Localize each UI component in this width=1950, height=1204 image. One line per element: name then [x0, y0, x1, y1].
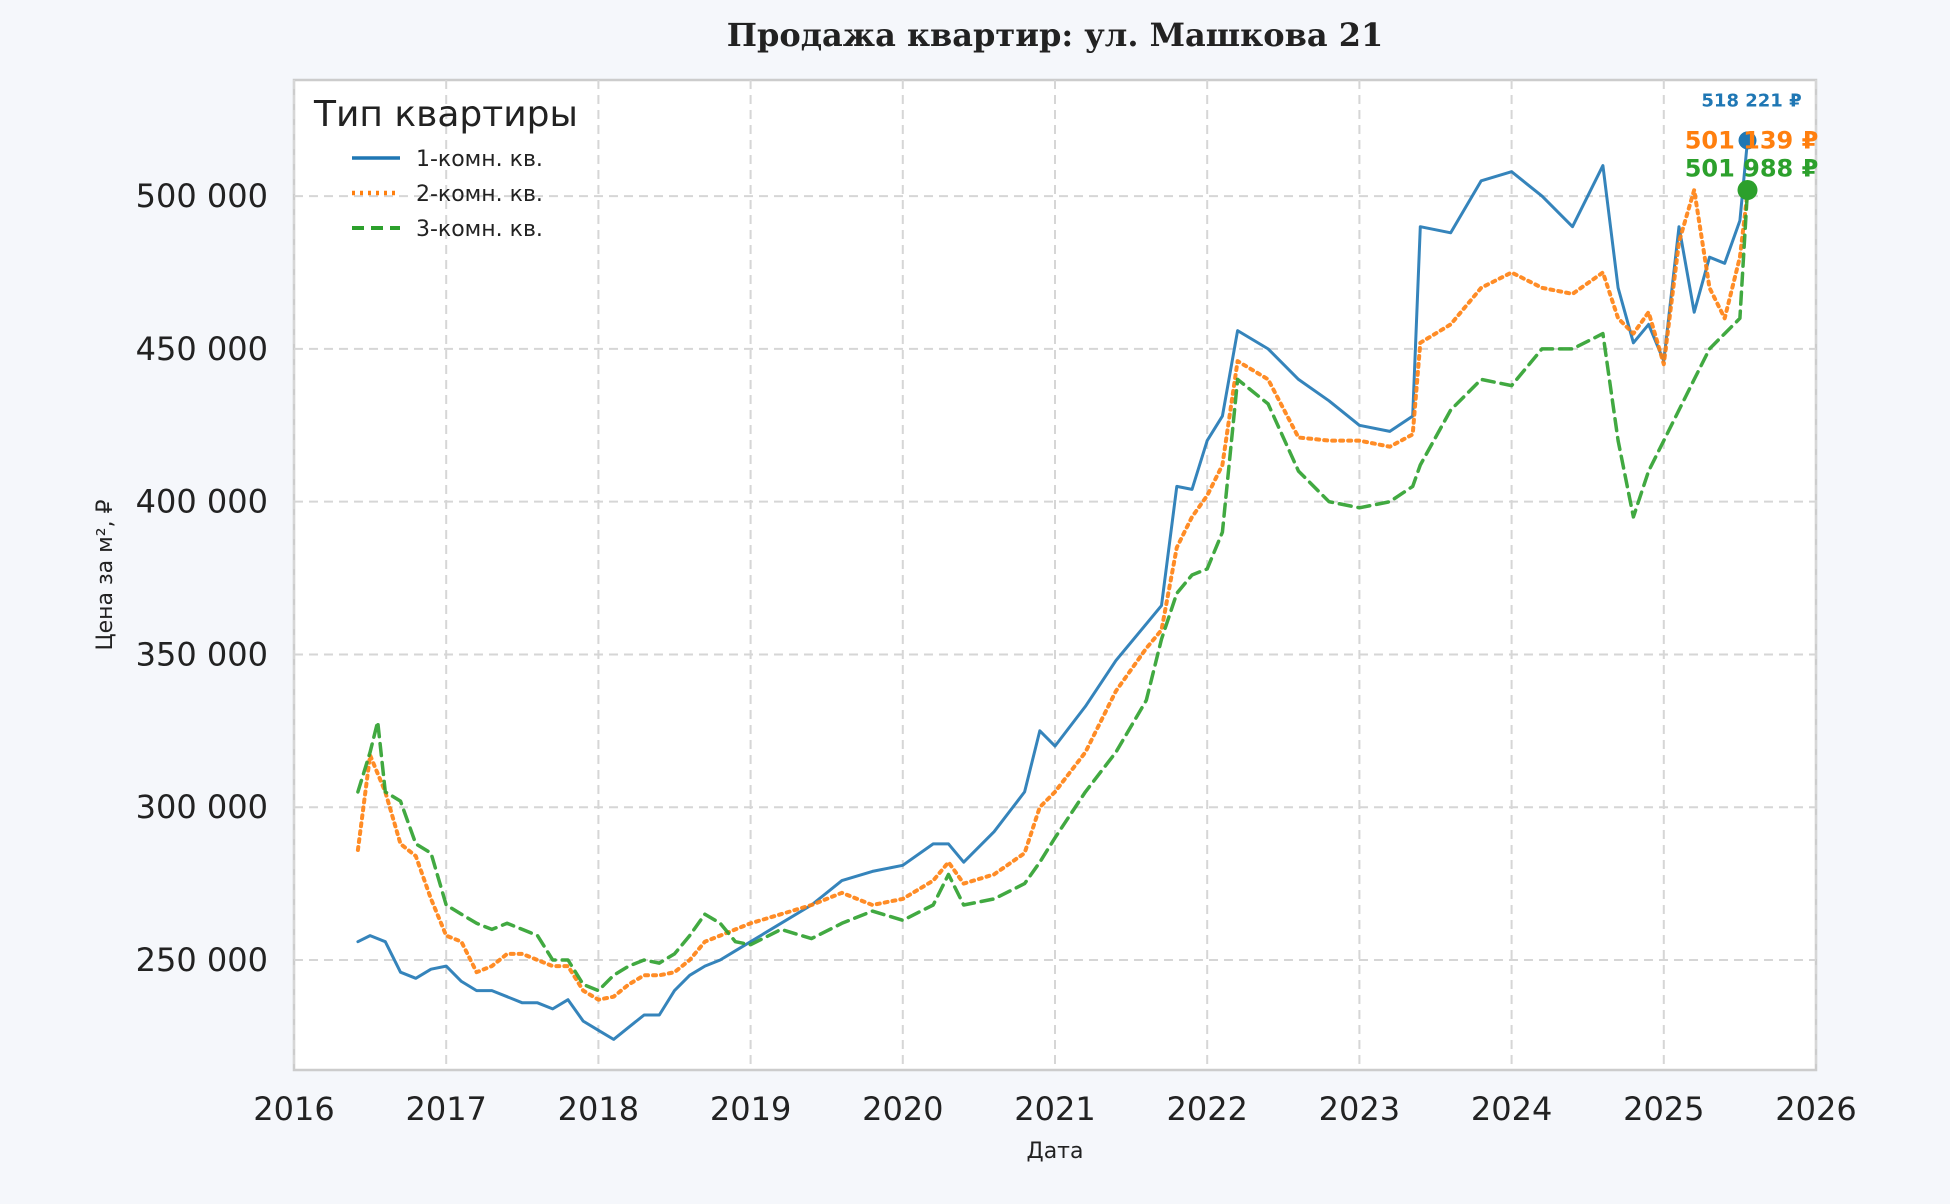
y-tick-label: 350 000 — [136, 635, 268, 673]
series-line-3 — [356, 188, 1750, 993]
x-tick-label: 2017 — [405, 1090, 486, 1128]
series-line-1 — [356, 138, 1749, 1041]
x-tick-label: 2021 — [1014, 1090, 1095, 1128]
y-tick-label: 300 000 — [136, 788, 268, 826]
y-axis-label: Цена за м², ₽ — [93, 499, 118, 650]
series-line-2 — [355, 188, 1750, 1002]
legend: Тип квартиры 1-комн. кв. 2-комн. кв. 3-ком… — [313, 94, 578, 242]
end-point-marker-3 — [1737, 180, 1758, 201]
y-axis-ticks: 250 000 300 000 350 000 400 000 450 000 500 0… — [136, 177, 268, 979]
grid-lines — [293, 80, 1817, 1070]
end-value-label-3: 501 988 ₽ — [1685, 154, 1819, 182]
y-tick-label: 400 000 — [136, 483, 268, 521]
x-tick-label: 2025 — [1623, 1090, 1704, 1128]
end-point-marker-1 — [1738, 131, 1757, 150]
legend-label-1: 1-комн. кв. — [416, 147, 543, 172]
x-tick-label: 2016 — [253, 1090, 334, 1128]
end-points: 518 221 ₽ 501 139 ₽501 988 ₽ — [1685, 90, 1819, 201]
legend-label-3: 3-комн. кв. — [416, 217, 543, 242]
chart-title: Продажа квартир: ул. Машкова 21 — [727, 16, 1384, 54]
x-tick-label: 2026 — [1775, 1090, 1856, 1128]
x-tick-label: 2019 — [710, 1090, 791, 1128]
end-value-label-2: 501 139 ₽ — [1685, 126, 1819, 154]
x-tick-label: 2018 — [558, 1090, 639, 1128]
y-tick-label: 500 000 — [136, 177, 268, 215]
x-axis-ticks: 2016 2017 2018 2019 2020 2021 2022 2023 2024 2025… — [253, 1090, 1856, 1128]
legend-label-2: 2-комн. кв. — [416, 182, 543, 207]
legend-items: 1-комн. кв. 2-комн. кв. 3-комн. кв. — [352, 147, 543, 242]
x-axis-label: Дата — [1027, 1139, 1084, 1164]
series-layer — [355, 138, 1750, 1041]
end-value-label-1: 518 221 ₽ — [1701, 90, 1801, 111]
x-tick-label: 2020 — [862, 1090, 943, 1128]
x-tick-label: 2022 — [1166, 1090, 1247, 1128]
legend-title: Тип квартиры — [313, 94, 578, 135]
x-tick-label: 2024 — [1471, 1090, 1552, 1128]
y-tick-label: 450 000 — [136, 330, 268, 368]
x-tick-label: 2023 — [1319, 1090, 1400, 1128]
y-tick-label: 250 000 — [136, 941, 268, 979]
